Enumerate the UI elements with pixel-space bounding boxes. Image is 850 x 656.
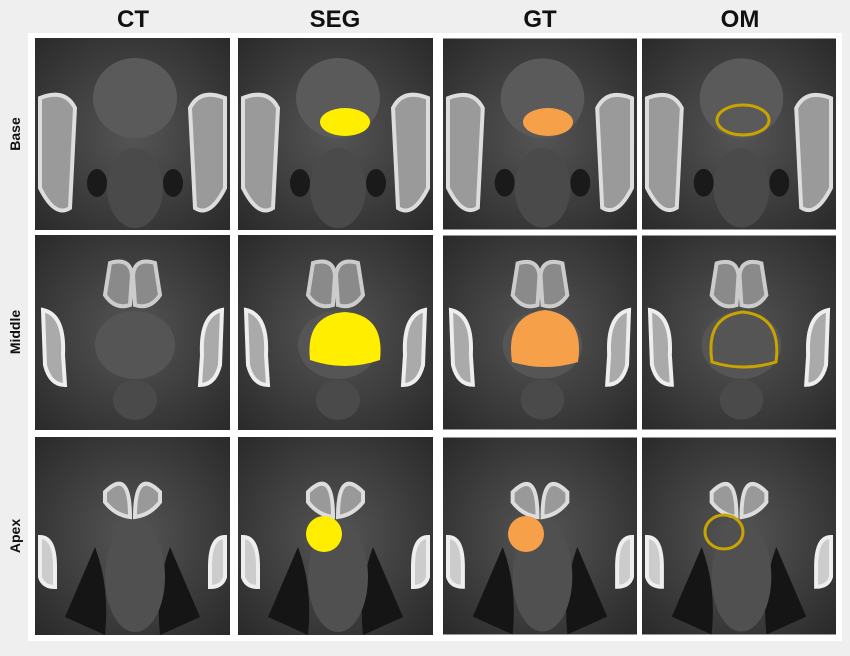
column-header: OM	[721, 6, 760, 33]
gt-mask	[508, 516, 544, 552]
ct-image	[35, 38, 230, 230]
row-label: Base	[7, 117, 23, 151]
seg-mask	[306, 516, 342, 552]
gt-mask	[523, 108, 573, 136]
ct-image	[35, 235, 230, 430]
ct-image	[642, 437, 836, 635]
ct-image	[642, 235, 836, 430]
contour	[703, 513, 745, 551]
row-label: Middle	[7, 310, 23, 355]
column-header: CT	[117, 6, 149, 33]
gt-mask	[510, 310, 580, 367]
column-header: GT	[523, 6, 557, 33]
row-label: Apex	[7, 519, 23, 553]
column-header: SEG	[310, 6, 361, 33]
seg-mask	[309, 312, 381, 366]
seg-mask	[320, 108, 370, 136]
ct-image	[35, 437, 230, 635]
contour	[715, 103, 771, 137]
contour	[709, 310, 779, 369]
